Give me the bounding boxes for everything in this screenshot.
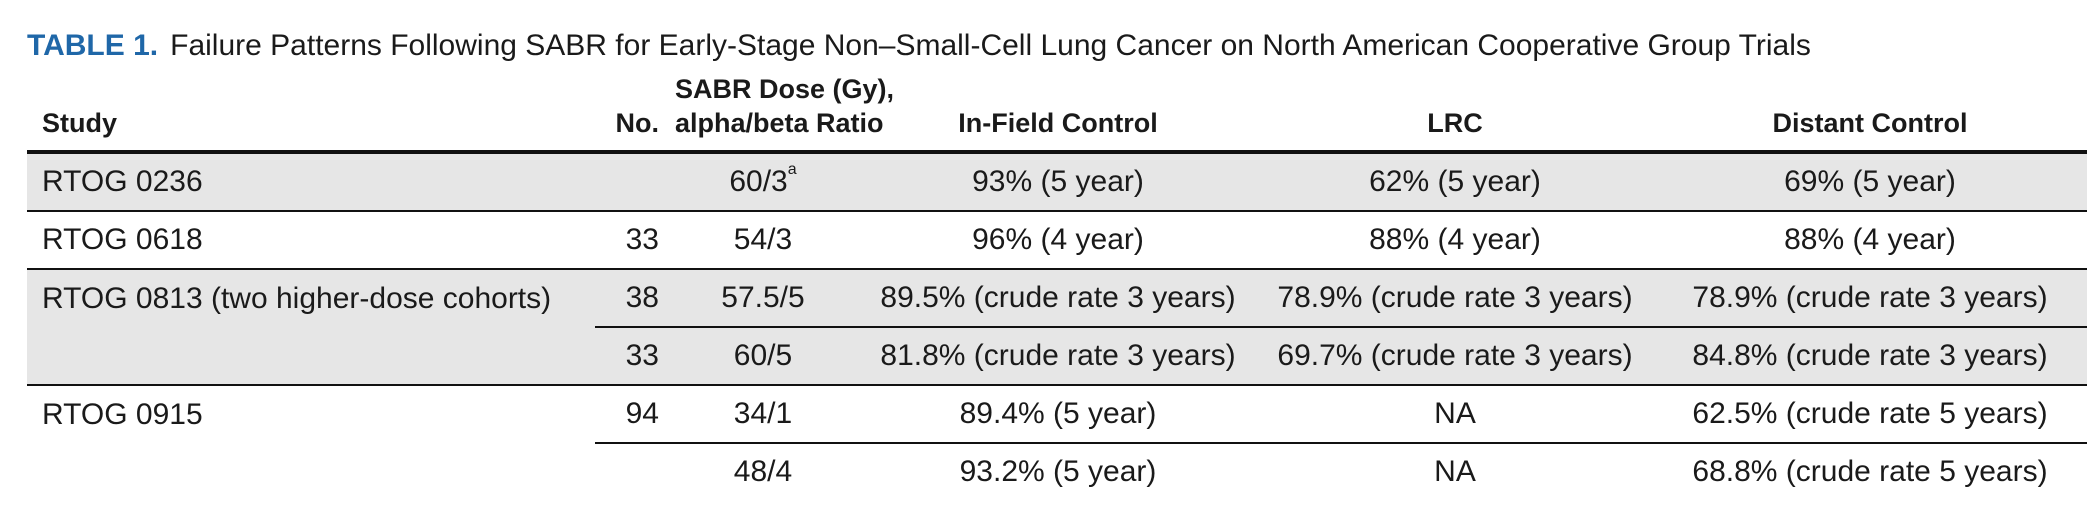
- header-dose-line2: alpha/beta Ratio: [675, 108, 884, 138]
- cell-infield: 81.8% (crude rate 3 years): [859, 326, 1257, 385]
- cell-dose: 57.5/5: [667, 268, 859, 327]
- table-row: 48/4 93.2% (5 year) NA 68.8% (crude rate…: [27, 442, 2087, 500]
- table-row: RTOG 0813 (two higher-dose cohorts) 38 5…: [27, 268, 2087, 327]
- cell-study: RTOG 0618: [27, 210, 595, 269]
- cell-distant: 88% (4 year): [1653, 210, 2087, 269]
- cell-lrc: NA: [1257, 384, 1653, 443]
- cell-distant: 78.9% (crude rate 3 years): [1653, 268, 2087, 327]
- table-row: RTOG 0236 60/3a 93% (5 year) 62% (5 year…: [27, 152, 2087, 211]
- footnote-marker: a: [787, 161, 797, 178]
- cell-lrc: 88% (4 year): [1257, 210, 1653, 269]
- cell-distant: 69% (5 year): [1653, 152, 2087, 211]
- cell-dose: 34/1: [667, 384, 859, 443]
- failure-patterns-table: Study No. SABR Dose (Gy), alpha/beta Rat…: [27, 72, 2087, 500]
- header-study: Study: [27, 72, 595, 154]
- cell-dose: 54/3: [667, 210, 859, 269]
- cell-lrc: 62% (5 year): [1257, 152, 1653, 211]
- cell-lrc: NA: [1257, 442, 1653, 500]
- cell-study: RTOG 0813 (two higher-dose cohorts): [27, 268, 595, 327]
- header-row: Study No. SABR Dose (Gy), alpha/beta Rat…: [27, 72, 2087, 154]
- cell-no: 33: [595, 326, 667, 385]
- cell-no: [595, 152, 667, 211]
- cell-distant: 68.8% (crude rate 5 years): [1653, 442, 2087, 500]
- header-dose: SABR Dose (Gy), alpha/beta Ratio: [667, 72, 895, 154]
- cell-dose: 60/5: [667, 326, 859, 385]
- cell-lrc: 69.7% (crude rate 3 years): [1257, 326, 1653, 385]
- cell-infield: 96% (4 year): [859, 210, 1257, 269]
- cell-lrc: 78.9% (crude rate 3 years): [1257, 268, 1653, 327]
- cell-study: [27, 327, 595, 385]
- cell-no: 33: [595, 210, 667, 269]
- header-infield: In-Field Control: [859, 72, 1257, 154]
- table-row: RTOG 0618 33 54/3 96% (4 year) 88% (4 ye…: [27, 210, 2087, 269]
- cell-no: 38: [595, 268, 667, 327]
- cell-distant: 62.5% (crude rate 5 years): [1653, 384, 2087, 443]
- cell-infield: 93.2% (5 year): [859, 442, 1257, 500]
- cell-distant: 84.8% (crude rate 3 years): [1653, 326, 2087, 385]
- cell-infield: 89.4% (5 year): [859, 384, 1257, 443]
- cell-dose: 60/3a: [667, 152, 859, 211]
- cell-no: [595, 442, 667, 500]
- cell-study: RTOG 0236: [27, 152, 595, 211]
- cell-dose-value: 60/3: [729, 165, 788, 198]
- cell-infield: 89.5% (crude rate 3 years): [859, 268, 1257, 327]
- table-row: RTOG 0915 94 34/1 89.4% (5 year) NA 62.5…: [27, 384, 2087, 443]
- cell-study: RTOG 0915: [27, 384, 595, 443]
- table-caption: TABLE 1. Failure Patterns Following SABR …: [27, 26, 1811, 66]
- cell-dose: 48/4: [667, 442, 859, 500]
- table-label: TABLE 1.: [27, 29, 159, 62]
- header-no: No.: [595, 72, 667, 154]
- table-title: Failure Patterns Following SABR for Earl…: [170, 29, 1811, 62]
- header-lrc: LRC: [1257, 72, 1653, 154]
- cell-study: [27, 443, 595, 500]
- cell-no: 94: [595, 384, 667, 443]
- table-row: 33 60/5 81.8% (crude rate 3 years) 69.7%…: [27, 326, 2087, 385]
- header-dose-line1: SABR Dose (Gy),: [675, 74, 895, 104]
- header-distant: Distant Control: [1653, 72, 2087, 154]
- cell-infield: 93% (5 year): [859, 152, 1257, 211]
